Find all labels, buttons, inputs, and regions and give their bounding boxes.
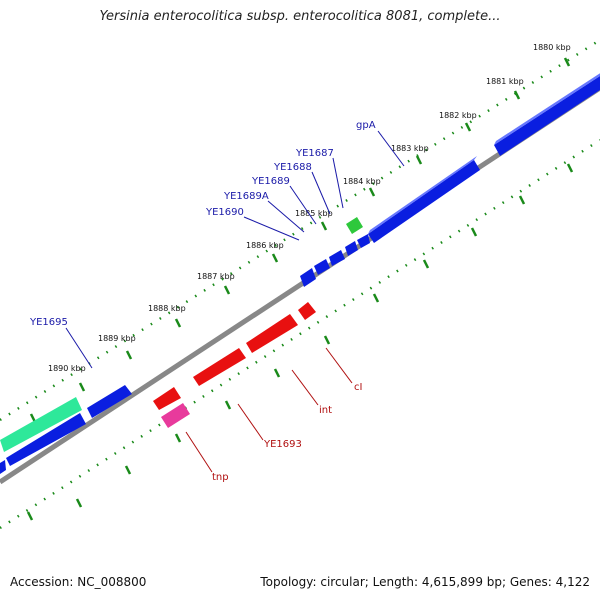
gene-label-tnp: tnp xyxy=(212,472,229,483)
map-title: Yersinia enterocolitica subsp. enterocol… xyxy=(99,9,501,24)
gene-blue-small xyxy=(329,250,345,266)
kbp-label: 1882 kbp xyxy=(439,111,477,120)
gene-label-cI: cI xyxy=(354,382,362,393)
lower-major-ticks xyxy=(26,163,574,521)
kbp-label: 1887 kbp xyxy=(197,272,235,281)
gene-blue xyxy=(368,160,480,243)
bottom-label-leaders xyxy=(185,347,353,473)
kbp-label: 1881 kbp xyxy=(486,77,524,86)
gene-label-YE1695: YE1695 xyxy=(29,317,68,328)
gene-label-YE1689: YE1689 xyxy=(251,176,290,187)
gene-pink xyxy=(161,403,190,428)
gene-red xyxy=(193,348,246,386)
gene-red xyxy=(298,302,316,320)
gene-blue-small xyxy=(357,234,370,248)
gene-red xyxy=(246,314,298,353)
accession-text: Accession: NC_008800 xyxy=(10,575,147,589)
upper-tick-track xyxy=(0,38,600,422)
kbp-label: 1886 kbp xyxy=(246,241,284,250)
gene-label-YE1690: YE1690 xyxy=(205,207,244,218)
kbp-label: 1885 kbp xyxy=(295,209,333,218)
kbp-label: 1888 kbp xyxy=(148,304,186,313)
kbp-major-ticks xyxy=(29,57,571,423)
reverse-genes xyxy=(153,302,316,428)
gene-blue xyxy=(368,156,477,234)
kbp-label: 1890 kbp xyxy=(48,364,86,373)
gene-blue xyxy=(494,76,600,156)
gene-blue xyxy=(494,73,600,145)
gene-green xyxy=(346,217,363,234)
gene-label-YE1693: YE1693 xyxy=(263,439,302,450)
gene-label-gpA: gpA xyxy=(356,120,376,131)
gene-label-YE1687: YE1687 xyxy=(295,148,334,159)
gene-teal xyxy=(0,397,82,452)
gene-blue-small xyxy=(345,241,358,256)
kbp-label: 1884 kbp xyxy=(343,177,381,186)
genome-stats-text: Topology: circular; Length: 4,615,899 bp… xyxy=(260,575,590,589)
kbp-label: 1883 kbp xyxy=(391,144,429,153)
gene-blue-small xyxy=(300,268,316,287)
gene-label-int: int xyxy=(319,405,332,416)
kbp-label: 1889 kbp xyxy=(98,334,136,343)
forward-genes xyxy=(0,73,600,474)
lower-tick-track xyxy=(0,138,600,530)
gene-label-YE1689A: YE1689A xyxy=(223,191,269,202)
gene-blue xyxy=(6,413,86,466)
top-label-leaders xyxy=(65,130,405,369)
kbp-label: 1880 kbp xyxy=(533,43,571,52)
gene-blue-small xyxy=(0,460,6,474)
gene-red xyxy=(153,387,181,410)
gene-blue-small xyxy=(314,259,330,275)
gene-blue xyxy=(87,385,132,418)
gene-label-YE1688: YE1688 xyxy=(273,162,312,173)
